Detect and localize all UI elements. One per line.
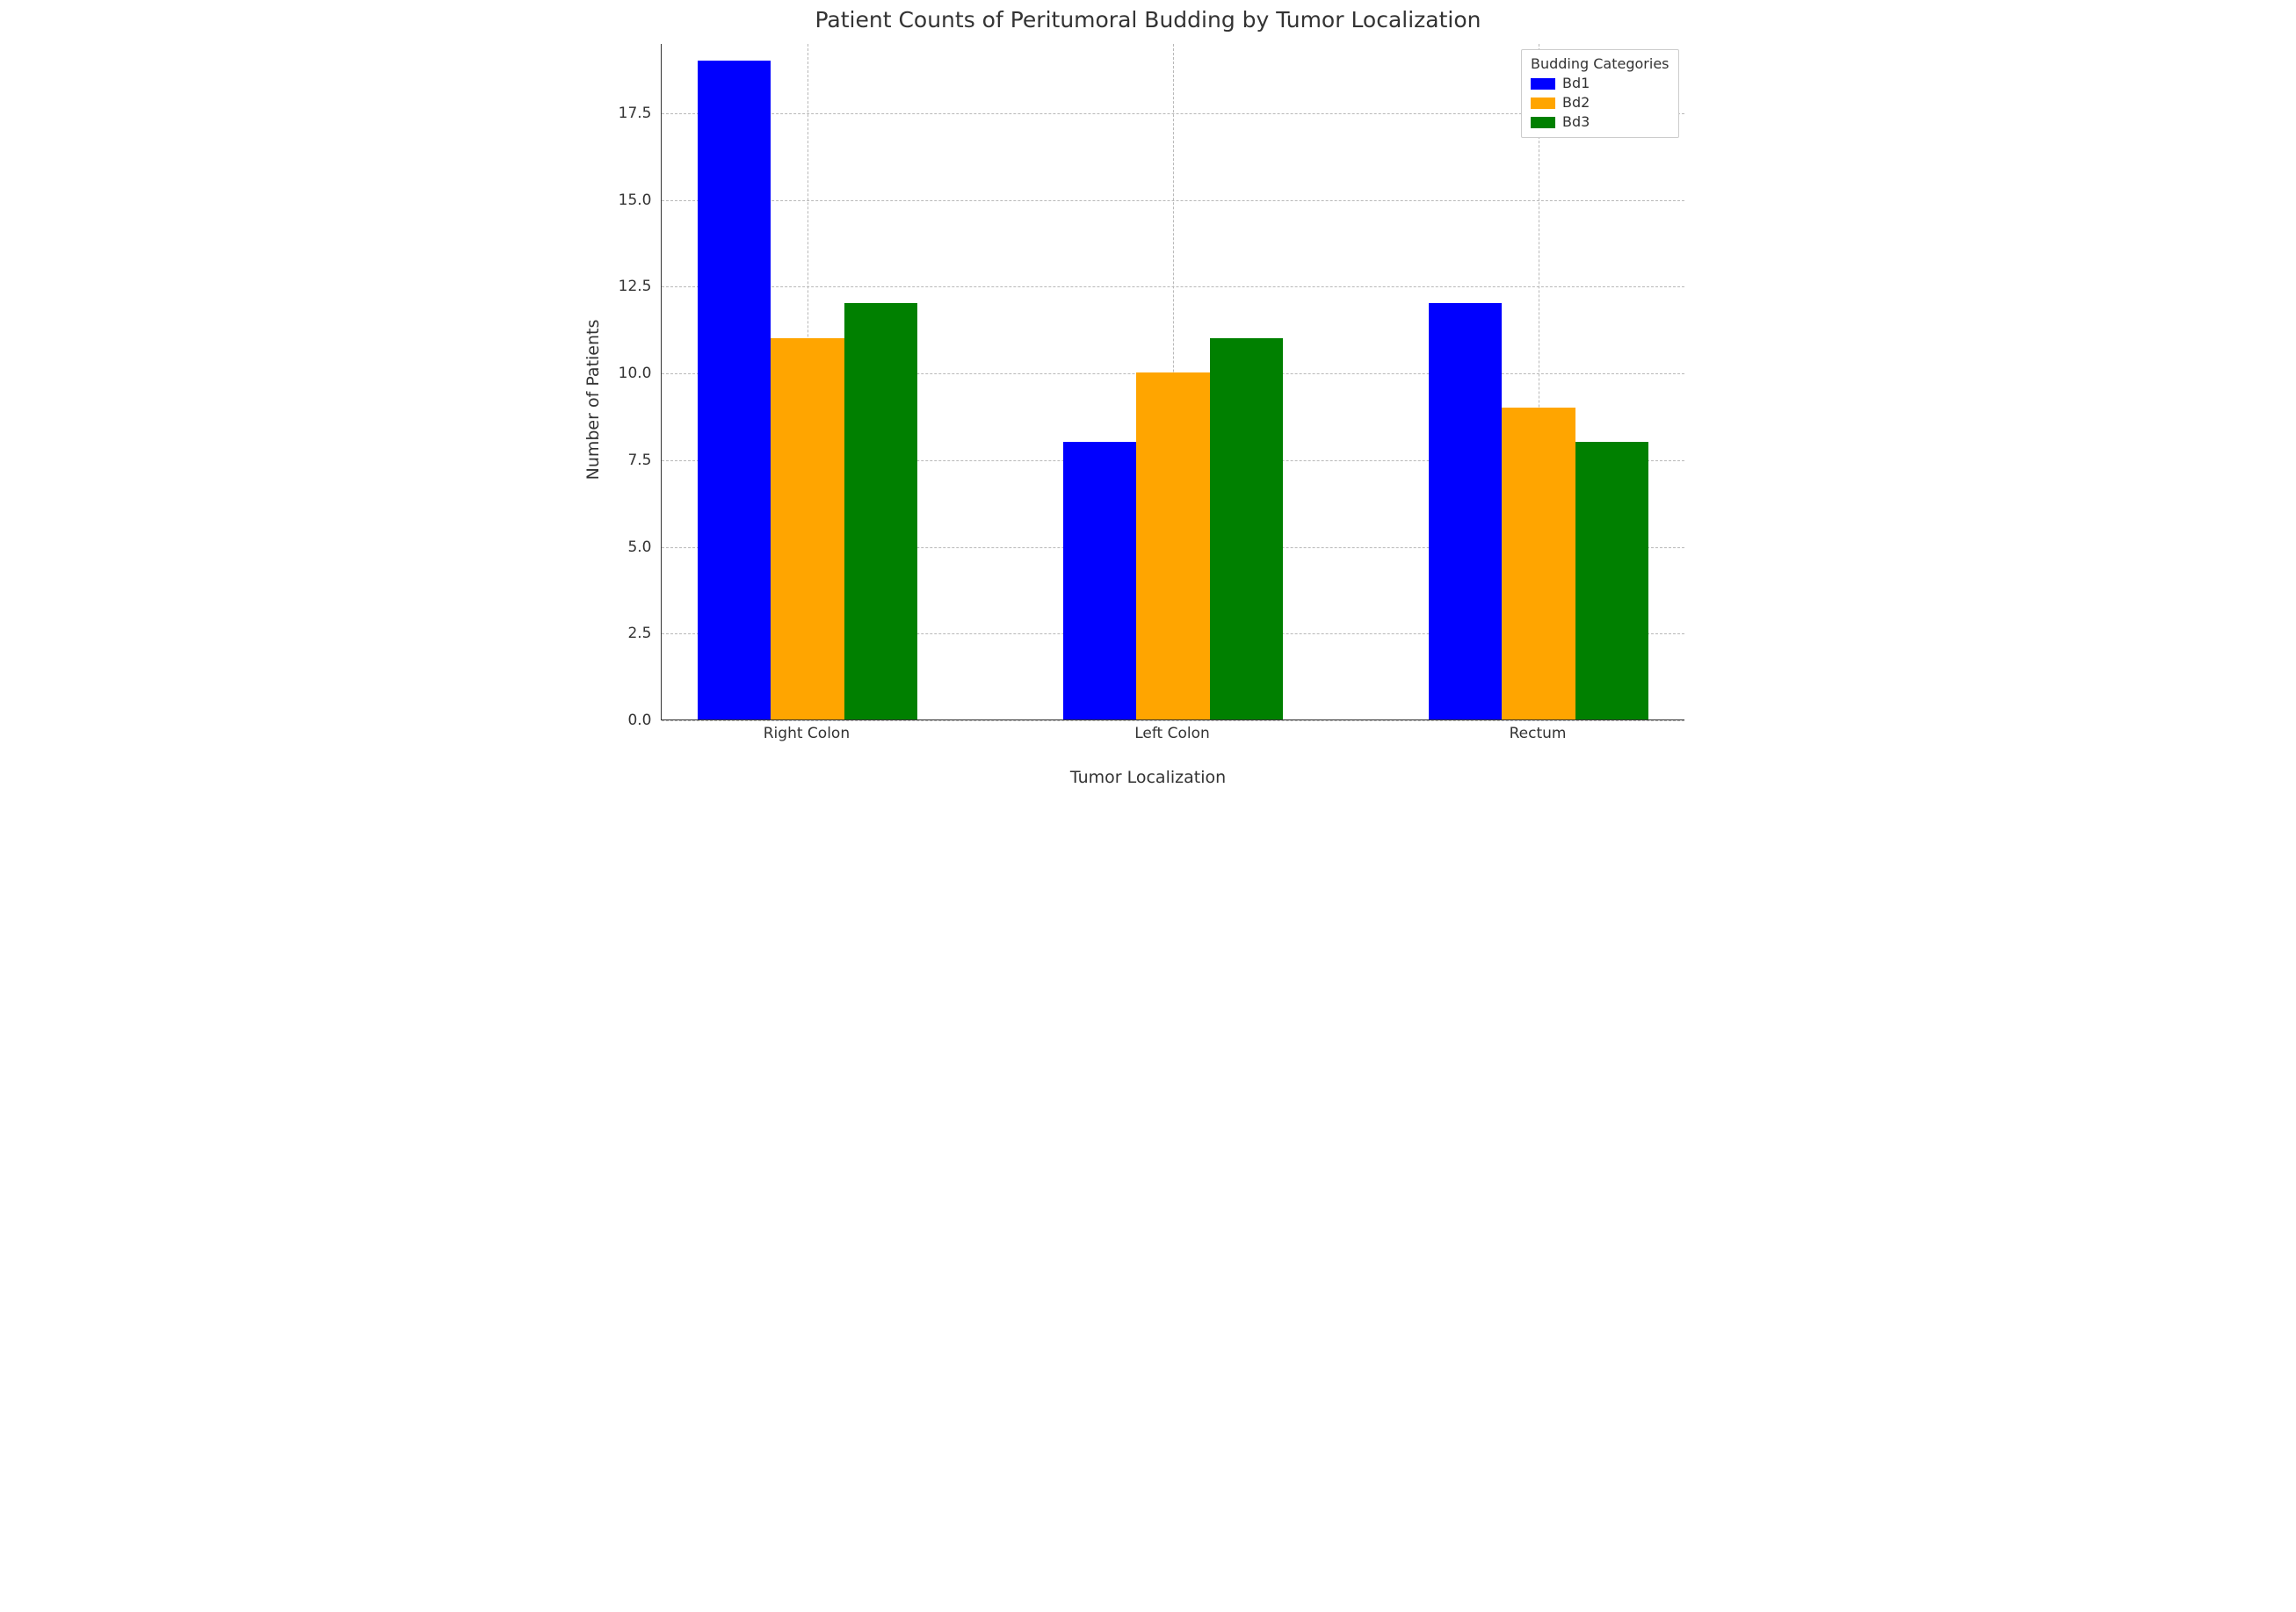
bar-bd2-left-colon <box>1136 372 1209 719</box>
ytick-label: 17.5 <box>599 105 652 122</box>
x-axis-label: Tumor Localization <box>577 768 1720 787</box>
ytick-label: 15.0 <box>599 192 652 209</box>
chart-figure: Patient Counts of Peritumoral Budding by… <box>577 0 1720 799</box>
plot-area <box>661 44 1684 720</box>
ytick-label: 7.5 <box>599 452 652 469</box>
legend-item-bd1: Bd1 <box>1531 74 1669 93</box>
ytick-label: 12.5 <box>599 278 652 295</box>
bar-bd2-rectum <box>1502 408 1575 719</box>
ytick-label: 5.0 <box>599 539 652 556</box>
legend-swatch <box>1531 98 1555 109</box>
gridline-h <box>662 720 1684 721</box>
ytick-label: 0.0 <box>599 712 652 729</box>
bar-bd1-rectum <box>1429 303 1502 719</box>
xtick-label: Left Colon <box>1134 725 1210 742</box>
legend-title: Budding Categories <box>1531 55 1669 72</box>
ytick-label: 10.0 <box>599 365 652 382</box>
bar-bd2-right-colon <box>771 338 844 719</box>
legend-label: Bd2 <box>1562 93 1590 112</box>
xtick-label: Right Colon <box>764 725 850 742</box>
bar-bd3-rectum <box>1575 442 1648 719</box>
bar-bd1-right-colon <box>698 61 771 719</box>
xtick-label: Rectum <box>1510 725 1567 742</box>
legend-item-bd2: Bd2 <box>1531 93 1669 112</box>
bar-bd3-left-colon <box>1210 338 1283 719</box>
legend-swatch <box>1531 78 1555 90</box>
chart-title: Patient Counts of Peritumoral Budding by… <box>577 7 1720 33</box>
ytick-label: 2.5 <box>599 625 652 642</box>
bar-bd3-right-colon <box>844 303 917 719</box>
legend-swatch <box>1531 117 1555 128</box>
bar-bd1-left-colon <box>1063 442 1136 719</box>
legend-label: Bd3 <box>1562 112 1590 132</box>
legend-item-bd3: Bd3 <box>1531 112 1669 132</box>
legend-label: Bd1 <box>1562 74 1590 93</box>
legend: Budding Categories Bd1Bd2Bd3 <box>1521 49 1679 138</box>
